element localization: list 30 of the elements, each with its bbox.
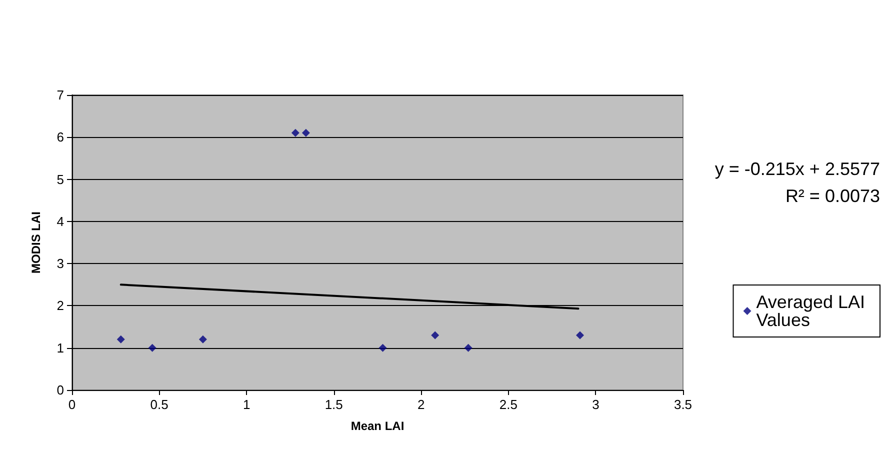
y-tick-label: 1 — [56, 340, 64, 356]
point — [198, 335, 207, 344]
text: y = -0.215x + 2.5577 — [714, 159, 880, 179]
y-tick-label: 3 — [56, 256, 64, 272]
x-tick-label: 1 — [242, 397, 250, 412]
point — [464, 344, 472, 352]
legend-label: Averaged LAI Values — [756, 292, 870, 330]
y-tick-label: 5 — [56, 172, 64, 187]
y-tick-label: 4 — [56, 214, 64, 229]
point — [431, 331, 440, 340]
x-tick-label: 0 — [68, 397, 76, 412]
x-axis-title: Mean LAI — [350, 419, 404, 433]
point — [302, 128, 310, 137]
y-tick-label: 7 — [56, 88, 64, 102]
text: R² = 0.0073 — [785, 186, 880, 206]
y-tick-label: 0 — [56, 382, 64, 398]
point — [378, 344, 387, 352]
x-tick-label: 2.5 — [499, 397, 518, 412]
y-tick-label: 6 — [56, 130, 64, 145]
point — [291, 128, 300, 137]
point — [116, 335, 125, 344]
y-axis-title: MODIS LAI — [29, 212, 43, 274]
x-tick-label: 2 — [418, 397, 425, 412]
x-tick-label: 0.5 — [150, 397, 168, 412]
x-tick-label: 3 — [592, 397, 600, 412]
point — [576, 331, 584, 340]
point — [148, 344, 156, 352]
y-tick-label: 2 — [56, 298, 64, 314]
x-tick-label: 3.5 — [674, 397, 692, 412]
x-tick-label: 1.5 — [324, 397, 343, 412]
